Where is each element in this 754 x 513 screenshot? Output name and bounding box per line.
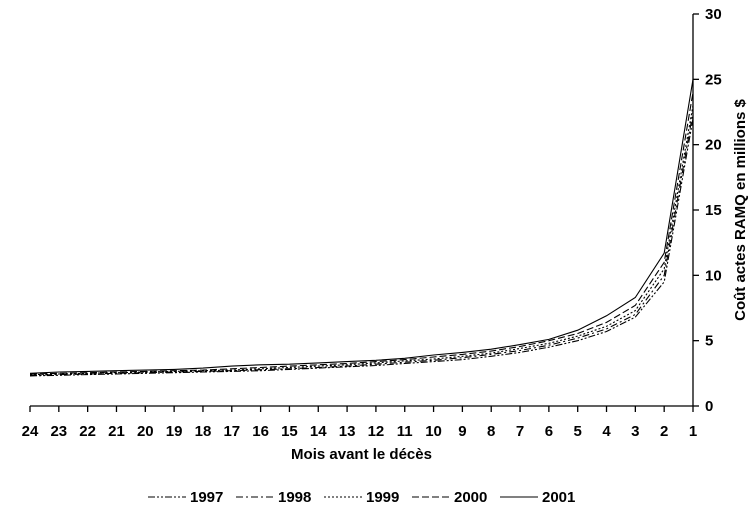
x-tick-label: 16 — [252, 423, 269, 440]
x-tick-label: 12 — [368, 423, 385, 440]
x-tick-label: 13 — [339, 423, 356, 440]
x-tick-label: 11 — [397, 423, 413, 440]
x-axis: 24 23 22 21 20 19 18 17 16 15 14 13 12 11 10 9 8 7 6 5 4 3 2 1 — [22, 405, 697, 440]
legend-label-1997: 1997 — [190, 489, 223, 506]
x-tick-label: 4 — [602, 423, 611, 440]
y-tick-label: 15 — [705, 202, 722, 219]
x-tick-label: 23 — [50, 423, 67, 440]
y-tick-label: 10 — [705, 267, 722, 284]
legend-label-2000: 2000 — [454, 489, 487, 506]
x-tick-label: 2 — [660, 423, 668, 440]
x-tick-label: 10 — [425, 423, 442, 440]
x-tick-label: 20 — [137, 423, 154, 440]
series-line-1999 — [29, 105, 694, 376]
x-tick-label: 7 — [516, 423, 524, 440]
x-tick-label: 1 — [689, 423, 697, 440]
x-axis-title: Mois avant le décès — [291, 446, 432, 463]
y-tick-label: 25 — [705, 71, 722, 88]
x-tick-label: 18 — [195, 423, 212, 440]
x-tick-label: 15 — [281, 423, 298, 440]
x-tick-label: 5 — [574, 423, 582, 440]
legend-label-2001: 2001 — [542, 489, 575, 506]
x-tick-label: 14 — [310, 423, 327, 440]
legend-label-1999: 1999 — [366, 489, 399, 506]
x-tick-label: 17 — [223, 423, 240, 440]
y-tick-label: 5 — [705, 333, 713, 350]
x-tick-label: 8 — [487, 423, 495, 440]
x-tick-label: 6 — [545, 423, 553, 440]
x-tick-label: 19 — [166, 423, 183, 440]
series-line-2000 — [29, 92, 694, 375]
y-tick-label: 30 — [705, 6, 722, 23]
series-line-1998 — [29, 111, 694, 376]
legend-label-1998: 1998 — [278, 489, 311, 506]
y-tick-label: 0 — [705, 398, 713, 415]
x-tick-label: 3 — [631, 423, 639, 440]
x-tick-label: 24 — [22, 423, 39, 440]
y-axis-title: Coût actes RAMQ en millions $ — [732, 98, 749, 320]
x-tick-label: 9 — [458, 423, 466, 440]
legend: 1997 1998 1999 2000 2001 — [148, 489, 575, 506]
series-line-2001 — [29, 79, 694, 374]
series-line-1997 — [29, 118, 694, 377]
x-tick-label: 21 — [108, 423, 125, 440]
y-tick-label: 20 — [705, 137, 722, 154]
y-axis: 0 5 10 15 20 25 30 — [692, 6, 722, 415]
plot-area — [29, 79, 694, 377]
x-tick-label: 22 — [79, 423, 96, 440]
